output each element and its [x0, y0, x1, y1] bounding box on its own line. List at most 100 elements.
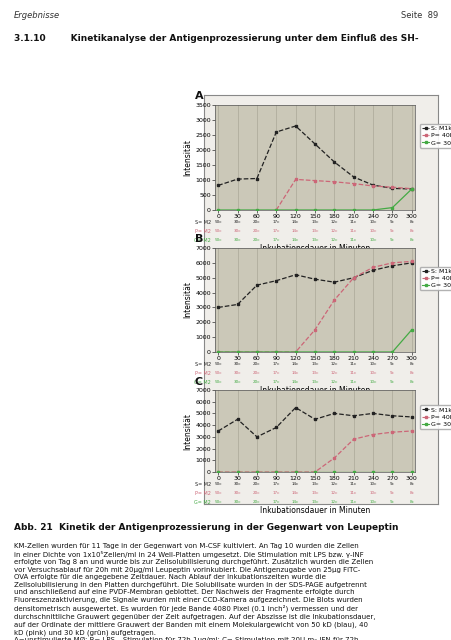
- Text: 20c: 20c: [253, 239, 260, 243]
- Text: 10c: 10c: [368, 500, 376, 504]
- Legend: S: M1kD, P= 40kDa, G= 30kDa: S: M1kD, P= 40kDa, G= 30kDa: [419, 405, 451, 429]
- Text: 50c: 50c: [214, 492, 221, 495]
- Text: 13c: 13c: [311, 230, 318, 234]
- Text: 11c: 11c: [350, 220, 357, 225]
- Text: 17c: 17c: [272, 492, 279, 495]
- Text: 13c: 13c: [311, 220, 318, 225]
- Y-axis label: Intensität: Intensität: [183, 413, 192, 449]
- Text: B: B: [194, 234, 203, 244]
- Text: 11c: 11c: [350, 500, 357, 504]
- Text: 30c: 30c: [233, 492, 241, 495]
- Text: KM-Zellen wurden für 11 Tage in der Gegenwart von M-CSF kultiviert. An Tag 10 wu: KM-Zellen wurden für 11 Tage in der Gege…: [14, 543, 374, 640]
- Text: 9c: 9c: [389, 230, 394, 234]
- Text: 10c: 10c: [368, 362, 376, 367]
- Text: 12c: 12c: [330, 492, 337, 495]
- Text: 20c: 20c: [253, 230, 260, 234]
- Text: 30c: 30c: [233, 362, 241, 367]
- Text: 12c: 12c: [330, 380, 337, 385]
- Text: 20c: 20c: [253, 500, 260, 504]
- X-axis label: Inkubationsdauer in Minuten: Inkubationsdauer in Minuten: [259, 244, 369, 253]
- Text: 20c: 20c: [253, 380, 260, 385]
- Text: Abb. 21  Kinetik der Antigenprozessierung in der Gegenwart von Leupeptin: Abb. 21 Kinetik der Antigenprozessierung…: [14, 524, 397, 532]
- Text: 14c: 14c: [291, 380, 299, 385]
- Y-axis label: Intensität: Intensität: [183, 139, 192, 176]
- Text: 17c: 17c: [272, 500, 279, 504]
- Text: 12c: 12c: [330, 220, 337, 225]
- Text: 13c: 13c: [311, 239, 318, 243]
- Text: 50c: 50c: [214, 220, 221, 225]
- Y-axis label: Intensität: Intensität: [183, 282, 192, 319]
- Text: 17c: 17c: [272, 239, 279, 243]
- Text: 17c: 17c: [272, 371, 279, 376]
- Text: 50c: 50c: [214, 362, 221, 367]
- Text: 8c: 8c: [409, 380, 413, 385]
- Text: 50c: 50c: [214, 380, 221, 385]
- Text: 17c: 17c: [272, 380, 279, 385]
- Text: 13c: 13c: [311, 362, 318, 367]
- X-axis label: Inkubationsdauer in Minuten: Inkubationsdauer in Minuten: [259, 506, 369, 515]
- Text: 9c: 9c: [389, 362, 394, 367]
- Text: 9c: 9c: [389, 239, 394, 243]
- Text: A: A: [194, 91, 203, 100]
- Text: 13c: 13c: [311, 500, 318, 504]
- Text: 13c: 13c: [311, 371, 318, 376]
- Text: 12c: 12c: [330, 239, 337, 243]
- Text: 20c: 20c: [253, 220, 260, 225]
- Text: 30c: 30c: [233, 239, 241, 243]
- Text: 9c: 9c: [389, 220, 394, 225]
- Text: 8c: 8c: [409, 239, 413, 243]
- Text: 17c: 17c: [272, 483, 279, 486]
- Text: 30c: 30c: [233, 380, 241, 385]
- Text: 11c: 11c: [350, 380, 357, 385]
- Text: 12c: 12c: [330, 230, 337, 234]
- Text: G= M2: G= M2: [194, 500, 211, 505]
- Text: G= M2: G= M2: [194, 380, 211, 385]
- Text: 10c: 10c: [368, 371, 376, 376]
- Text: 20c: 20c: [253, 371, 260, 376]
- Text: 9c: 9c: [389, 371, 394, 376]
- Text: 11c: 11c: [350, 371, 357, 376]
- Text: 14c: 14c: [291, 492, 299, 495]
- Text: 12c: 12c: [330, 362, 337, 367]
- Text: S= M2: S= M2: [194, 482, 211, 487]
- Text: 30c: 30c: [233, 483, 241, 486]
- Text: 14c: 14c: [291, 220, 299, 225]
- Text: 11c: 11c: [350, 230, 357, 234]
- Text: 30c: 30c: [233, 500, 241, 504]
- Text: 8c: 8c: [409, 492, 413, 495]
- Text: 8c: 8c: [409, 230, 413, 234]
- Text: 14c: 14c: [291, 239, 299, 243]
- Text: 30c: 30c: [233, 220, 241, 225]
- Text: Seite  89: Seite 89: [400, 12, 437, 20]
- Text: 50c: 50c: [214, 483, 221, 486]
- X-axis label: Inkubationsdauer in Minuten: Inkubationsdauer in Minuten: [259, 386, 369, 395]
- Text: 9c: 9c: [389, 500, 394, 504]
- Text: S= M2: S= M2: [194, 362, 211, 367]
- Text: 30c: 30c: [233, 371, 241, 376]
- Text: 8c: 8c: [409, 483, 413, 486]
- Text: 10c: 10c: [368, 220, 376, 225]
- Text: 13c: 13c: [311, 380, 318, 385]
- Text: 30c: 30c: [233, 230, 241, 234]
- Text: 13c: 13c: [311, 492, 318, 495]
- Text: 17c: 17c: [272, 220, 279, 225]
- Text: 14c: 14c: [291, 362, 299, 367]
- Text: P= M2: P= M2: [195, 491, 211, 496]
- Text: 10c: 10c: [368, 483, 376, 486]
- Text: 20c: 20c: [253, 492, 260, 495]
- Text: 50c: 50c: [214, 371, 221, 376]
- Text: 17c: 17c: [272, 362, 279, 367]
- Text: 14c: 14c: [291, 483, 299, 486]
- Text: 3.1.10        Kinetikanalyse der Antigenprozessierung unter dem Einfluß des SH-: 3.1.10 Kinetikanalyse der Antigenprozess…: [14, 34, 417, 43]
- Text: 11c: 11c: [350, 483, 357, 486]
- Text: 50c: 50c: [214, 230, 221, 234]
- Text: 20c: 20c: [253, 362, 260, 367]
- Text: 10c: 10c: [368, 492, 376, 495]
- Legend: S: M1kD, P= 40kDa, G= 30kDa: S: M1kD, P= 40kDa, G= 30kDa: [419, 267, 451, 291]
- Text: 14c: 14c: [291, 371, 299, 376]
- Text: 9c: 9c: [389, 380, 394, 385]
- Text: S= M2: S= M2: [194, 220, 211, 225]
- Text: C: C: [194, 377, 202, 387]
- Text: 8c: 8c: [409, 362, 413, 367]
- Text: 10c: 10c: [368, 230, 376, 234]
